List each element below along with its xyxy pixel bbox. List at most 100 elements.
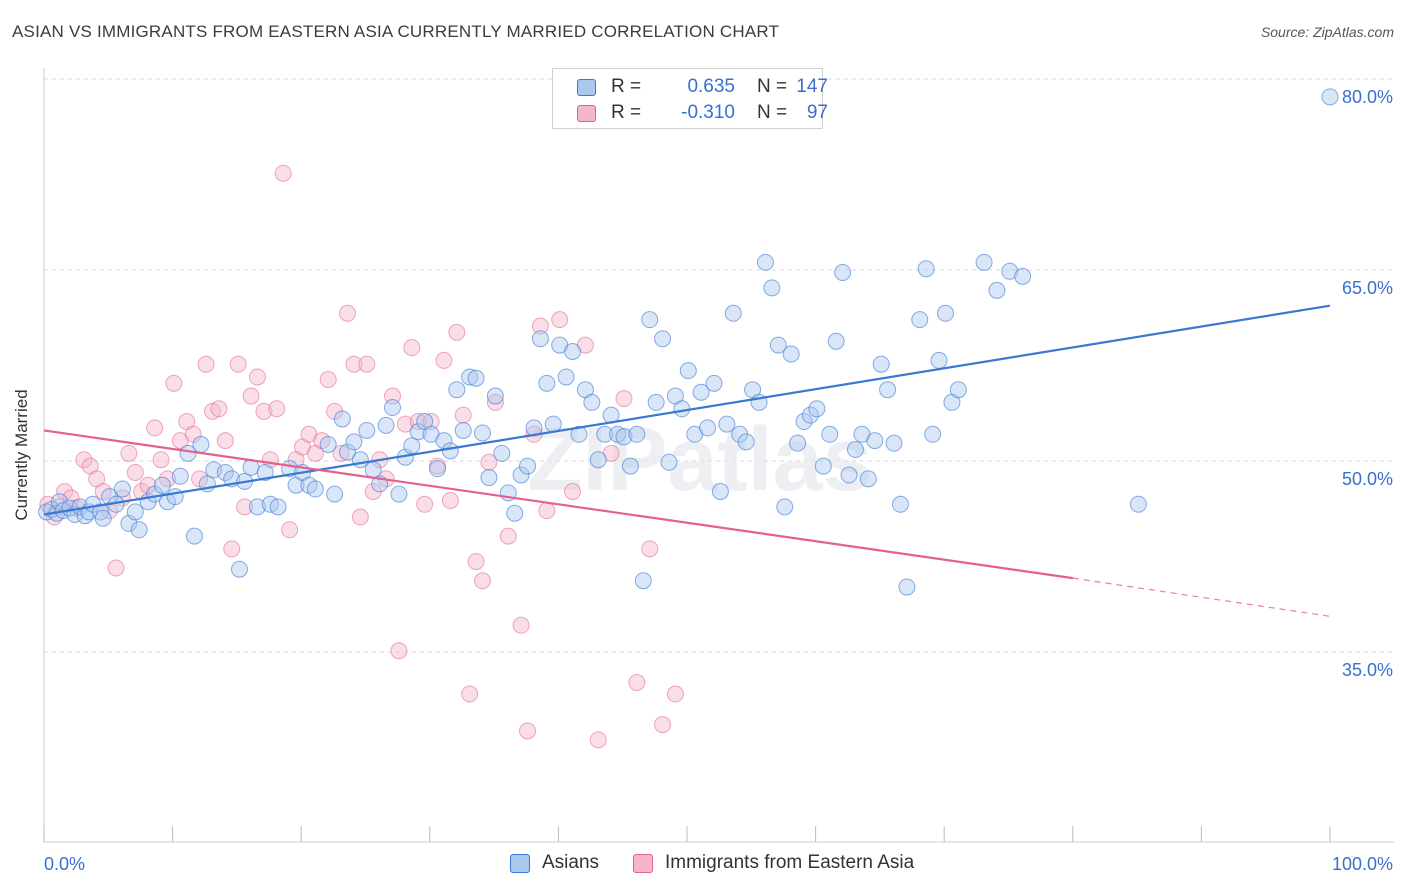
point-asians — [660, 453, 678, 471]
point-asians — [192, 435, 210, 453]
point-asians — [166, 488, 184, 506]
bottom-legend-swatch-immigrants — [633, 854, 653, 873]
legend-n-label: N = — [757, 102, 788, 123]
point-asians — [872, 355, 890, 373]
point-asians — [930, 351, 948, 369]
point-immigrants — [345, 355, 363, 373]
point-asians — [448, 381, 466, 399]
point-asians — [326, 485, 344, 503]
axis-layer — [43, 68, 1394, 843]
point-immigrants — [281, 521, 299, 539]
point-asians — [621, 457, 639, 475]
point-asians — [634, 572, 652, 590]
source-credit: Source: ZipAtlas.com — [1260, 24, 1394, 40]
point-immigrants — [390, 642, 408, 660]
point-asians — [441, 442, 459, 460]
point-asians — [763, 279, 781, 297]
point-asians — [171, 467, 189, 485]
legend-n-label: N = — [757, 76, 788, 97]
point-immigrants — [519, 722, 537, 740]
point-asians — [737, 433, 755, 451]
point-asians — [50, 493, 68, 511]
point-immigrants — [435, 351, 453, 369]
point-immigrants — [319, 371, 337, 389]
point-asians — [699, 419, 717, 437]
point-asians — [94, 509, 112, 527]
point-immigrants — [338, 304, 356, 322]
point-asians — [557, 368, 575, 386]
point-asians — [834, 264, 852, 282]
point-asians — [1014, 267, 1032, 285]
point-asians — [570, 425, 588, 443]
point-asians — [654, 330, 672, 348]
point-asians — [185, 527, 203, 545]
point-asians — [377, 416, 395, 434]
point-asians — [885, 434, 903, 452]
point-asians — [1001, 262, 1019, 280]
x-tick-label: 100.0% — [1332, 854, 1393, 874]
point-asians — [718, 415, 736, 433]
point-immigrants — [461, 685, 479, 703]
point-immigrants — [486, 393, 504, 411]
point-immigrants — [467, 553, 485, 571]
point-immigrants — [531, 317, 549, 335]
point-asians — [544, 415, 562, 433]
point-asians — [711, 483, 729, 501]
point-immigrants — [416, 495, 434, 513]
point-asians — [795, 413, 813, 431]
point-asians — [917, 260, 935, 278]
point-asians — [256, 463, 274, 481]
point-immigrants — [236, 498, 254, 516]
point-asians — [248, 498, 266, 516]
y-tick-label: 80.0% — [1342, 87, 1393, 107]
point-immigrants — [223, 540, 241, 558]
point-asians — [724, 304, 742, 322]
point-asians — [130, 521, 148, 539]
point-immigrants — [126, 463, 144, 481]
point-immigrants — [480, 453, 498, 471]
point-immigrants — [332, 444, 350, 462]
point-asians — [647, 393, 665, 411]
point-asians — [615, 428, 633, 446]
x-tick-label: 0.0% — [44, 854, 85, 874]
point-asians — [692, 383, 710, 401]
point-asians — [756, 253, 774, 271]
point-asians — [467, 369, 485, 387]
point-asians — [679, 362, 697, 380]
point-asians — [493, 444, 511, 462]
point-asians — [859, 470, 877, 488]
point-asians — [589, 451, 607, 469]
point-asians — [776, 498, 794, 516]
point-asians — [769, 336, 787, 354]
y-axis-label: Currently Married — [12, 389, 31, 521]
point-asians — [988, 281, 1006, 299]
point-immigrants — [628, 674, 646, 692]
bottom-legend-label-immigrants: Immigrants from Eastern Asia — [665, 852, 915, 873]
point-immigrants — [641, 540, 659, 558]
point-asians — [596, 425, 614, 443]
point-asians — [512, 466, 530, 484]
point-asians — [891, 495, 909, 513]
bottom-legend-swatch-asians — [510, 854, 530, 873]
legend-r-label: R = — [611, 76, 642, 97]
point-immigrants — [499, 527, 517, 545]
point-asians — [113, 480, 131, 498]
point-immigrants — [351, 508, 369, 526]
y-tick-label: 35.0% — [1342, 660, 1393, 680]
point-immigrants — [242, 387, 260, 405]
point-immigrants — [589, 731, 607, 749]
point-asians — [782, 345, 800, 363]
point-asians — [801, 406, 819, 424]
point-immigrants — [120, 444, 138, 462]
point-asians — [480, 469, 498, 487]
point-asians — [153, 476, 171, 494]
point-asians — [911, 311, 929, 329]
point-asians — [230, 560, 248, 578]
point-asians — [846, 441, 864, 459]
point-asians — [461, 368, 479, 386]
chart-title: ASIAN VS IMMIGRANTS FROM EASTERN ASIA CU… — [12, 22, 780, 41]
correlation-legend: R = 0.635 N = 147 R = -0.310 N = 97 — [552, 68, 828, 129]
point-immigrants — [448, 323, 466, 341]
point-asians — [345, 433, 363, 451]
